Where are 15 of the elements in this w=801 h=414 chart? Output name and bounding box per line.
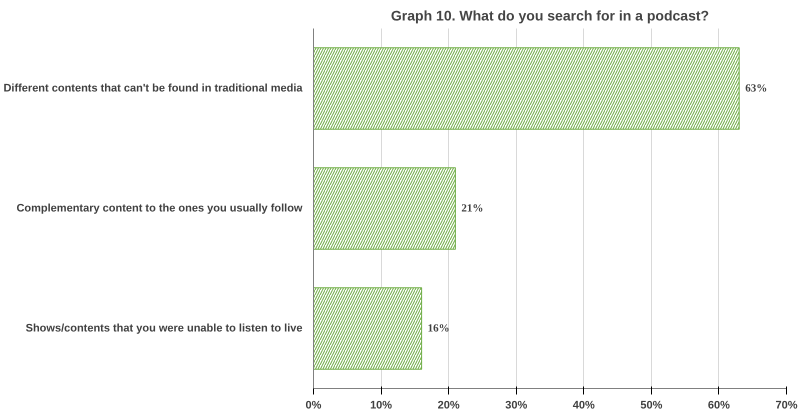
x-tick-label: 50% bbox=[640, 400, 663, 412]
x-tick-label: 20% bbox=[438, 400, 460, 412]
chart-title: Graph 10. What do you search for in a podcast? bbox=[390, 8, 710, 24]
x-tick-label: 10% bbox=[370, 400, 392, 412]
data-label: 16% bbox=[428, 322, 450, 334]
data-label: 21% bbox=[461, 202, 484, 214]
x-tick-label: 60% bbox=[708, 400, 730, 412]
y-tick-label: Shows/contents that you were unable to listen to live bbox=[26, 322, 302, 334]
y-tick-label: Different contents that can't be found in traditional media bbox=[3, 82, 304, 94]
y-tick-label: Complementary content to the ones you usually follow bbox=[16, 202, 303, 214]
x-tick-label: 70% bbox=[775, 400, 798, 412]
x-tick-label: 30% bbox=[505, 400, 528, 412]
data-label: 63% bbox=[745, 82, 768, 94]
x-tick-label: 40% bbox=[572, 400, 596, 412]
x-tick-label: 0% bbox=[306, 400, 322, 412]
